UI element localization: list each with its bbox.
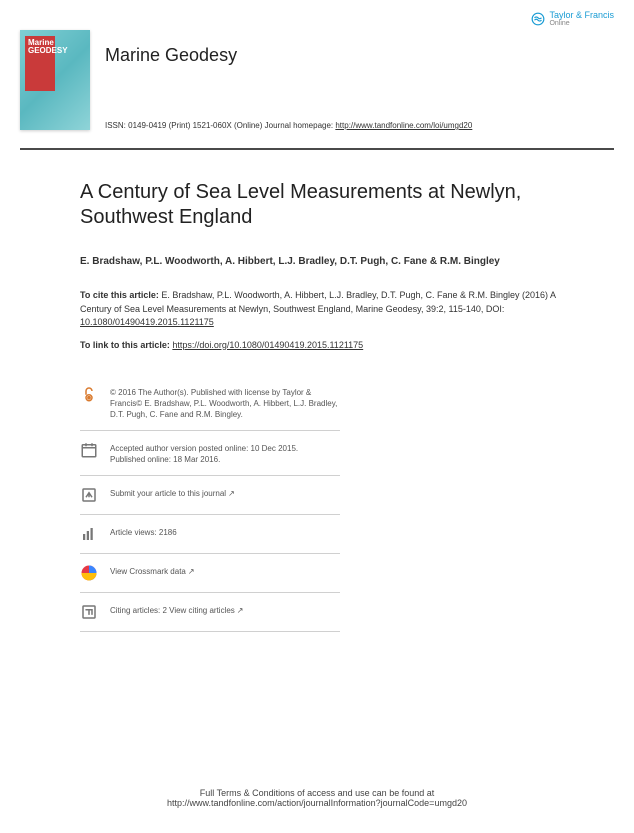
license-text: © 2016 The Author(s). Published with lic… bbox=[110, 385, 340, 421]
issn-line: ISSN: 0149-0419 (Print) 1521-060X (Onlin… bbox=[105, 121, 614, 130]
external-link-icon: ↗ bbox=[188, 567, 195, 576]
link-line: To link to this article: https://doi.org… bbox=[80, 340, 564, 350]
meta-list: © 2016 The Author(s). Published with lic… bbox=[80, 375, 340, 633]
footer-link[interactable]: http://www.tandfonline.com/action/journa… bbox=[167, 798, 467, 808]
article-title: A Century of Sea Level Measurements at N… bbox=[80, 180, 564, 230]
cite-label: To cite this article: bbox=[80, 290, 159, 300]
views-text: Article views: 2186 bbox=[110, 525, 340, 538]
submit-link[interactable]: Submit your article to this journal bbox=[110, 489, 226, 498]
crossmark-icon bbox=[80, 564, 98, 582]
citation-block: To cite this article: E. Bradshaw, P.L. … bbox=[80, 289, 564, 330]
journal-cover: Marine GEODESY bbox=[20, 30, 90, 130]
calendar-icon bbox=[80, 441, 98, 459]
publisher-name: Taylor & Francis bbox=[549, 10, 614, 20]
meta-crossmark[interactable]: View Crossmark data↗ bbox=[80, 554, 340, 593]
link-label: To link to this article: bbox=[80, 340, 172, 350]
publisher-subtitle: Online bbox=[549, 20, 614, 27]
footer: Full Terms & Conditions of access and us… bbox=[0, 788, 634, 808]
cover-label: Marine GEODESY bbox=[25, 36, 55, 91]
open-access-icon bbox=[80, 385, 98, 403]
citing-link[interactable]: Citing articles: 2 View citing articles bbox=[110, 606, 235, 615]
publisher-icon bbox=[531, 12, 545, 26]
posted-text: Accepted author version posted online: 1… bbox=[110, 441, 340, 465]
external-link-icon: ↗ bbox=[237, 606, 244, 615]
article-link[interactable]: https://doi.org/10.1080/01490419.2015.11… bbox=[172, 340, 363, 350]
article-authors: E. Bradshaw, P.L. Woodworth, A. Hibbert,… bbox=[80, 255, 564, 269]
meta-submit[interactable]: Submit your article to this journal↗ bbox=[80, 476, 340, 515]
meta-posted: Accepted author version posted online: 1… bbox=[80, 431, 340, 476]
doi-link[interactable]: 10.1080/01490419.2015.1121175 bbox=[80, 317, 214, 327]
citing-icon bbox=[80, 603, 98, 621]
publisher-badge: Taylor & Francis Online bbox=[531, 10, 614, 27]
footer-line1: Full Terms & Conditions of access and us… bbox=[0, 788, 634, 798]
external-link-icon: ↗ bbox=[228, 489, 235, 498]
views-icon bbox=[80, 525, 98, 543]
meta-citing[interactable]: Citing articles: 2 View citing articles↗ bbox=[80, 593, 340, 632]
journal-title: Marine Geodesy bbox=[105, 45, 614, 66]
meta-views: Article views: 2186 bbox=[80, 515, 340, 554]
journal-homepage-link[interactable]: http://www.tandfonline.com/loi/umgd20 bbox=[335, 121, 472, 130]
meta-license: © 2016 The Author(s). Published with lic… bbox=[80, 375, 340, 432]
crossmark-link[interactable]: View Crossmark data bbox=[110, 567, 186, 576]
issn-text: ISSN: 0149-0419 (Print) 1521-060X (Onlin… bbox=[105, 121, 335, 130]
article-body: A Century of Sea Level Measurements at N… bbox=[0, 150, 634, 652]
submit-icon bbox=[80, 486, 98, 504]
